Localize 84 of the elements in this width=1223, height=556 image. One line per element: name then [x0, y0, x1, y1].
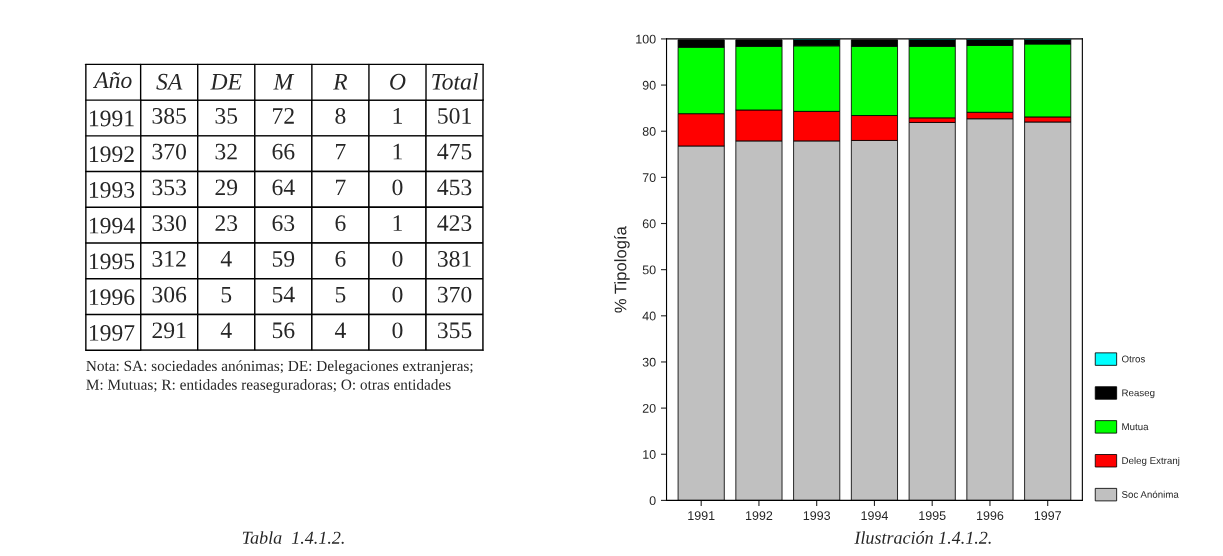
legend-label: Soc Anónima — [1121, 490, 1179, 498]
data-label: 7 — [336, 179, 346, 196]
data-label: 5 — [335, 286, 346, 303]
data-label: 501 — [438, 107, 471, 124]
data-label: 453 — [437, 179, 472, 196]
data-label: 4 — [220, 322, 232, 339]
text: Nota: SA: sociedades anónimas; DE: Delegaciones extranjeras; — [86, 360, 473, 375]
x-tick-label: SA — [156, 73, 183, 90]
data-label: 1 — [393, 215, 402, 231]
y-tick-label: 1992 — [89, 146, 134, 163]
y-tick-label: 0 — [649, 496, 656, 506]
data-label: 0 — [392, 322, 403, 339]
data-label: 370 — [152, 143, 186, 160]
data-label: 291 — [152, 322, 186, 339]
data-label: 23 — [215, 215, 238, 232]
data-label: 312 — [152, 250, 186, 267]
data-label: 72 — [273, 107, 294, 124]
data-label: 63 — [272, 215, 295, 232]
legend-label: Mutua — [1122, 423, 1149, 431]
x-tick-label: DE — [210, 74, 242, 90]
data-label: 32 — [215, 143, 237, 160]
data-label: 330 — [152, 215, 186, 232]
data-label: 1 — [393, 108, 402, 124]
y-tick-label: 1997 — [89, 324, 135, 341]
y-tick-label: 100 — [636, 34, 656, 44]
y-tick-label: 1996 — [89, 289, 135, 306]
x-tick-label: 1992 — [745, 511, 773, 520]
data-label: 385 — [152, 107, 186, 124]
y-tick-label: 80 — [642, 127, 656, 136]
data-label: 0 — [392, 286, 403, 303]
data-label: 66 — [272, 143, 295, 160]
legend-label: Deleg Extranj — [1122, 456, 1180, 466]
y-tick-label: 1993 — [89, 181, 135, 198]
y-tick-label: 1995 — [89, 253, 135, 270]
y-tick-label: 20 — [642, 403, 656, 413]
data-label: 355 — [437, 322, 472, 339]
y-tick-label: 10 — [643, 450, 656, 459]
y-tick-label: 50 — [642, 265, 656, 275]
data-label: 7 — [336, 143, 346, 160]
y-tick-label: 60 — [642, 219, 656, 229]
legend-label: Reaseg — [1122, 389, 1155, 399]
data-label: 4 — [334, 322, 346, 339]
legend-label: Otros — [1121, 355, 1145, 363]
data-label: 423 — [437, 215, 472, 232]
y-tick-label: 1991 — [89, 110, 134, 127]
data-label: 54 — [272, 286, 295, 303]
data-label: 56 — [272, 322, 295, 339]
data-label: 370 — [437, 286, 472, 303]
data-label: 64 — [272, 179, 295, 196]
data-label: 8 — [335, 107, 346, 124]
data-label: 6 — [335, 250, 346, 267]
x-tick-label: 1993 — [803, 511, 831, 520]
data-label: 353 — [152, 179, 186, 196]
data-label: 0 — [392, 179, 403, 196]
y-axis-title: Año — [92, 71, 132, 89]
y-axis-title: % Tipología — [613, 226, 630, 313]
data-label: 6 — [335, 215, 346, 232]
data-label: 29 — [215, 179, 238, 196]
data-label: 306 — [152, 286, 187, 303]
x-tick-label: Total — [432, 73, 478, 90]
data-label: 0 — [392, 250, 403, 267]
data-label: 1 — [393, 143, 402, 160]
x-tick-label: 1991 — [688, 511, 715, 520]
data-label: 5 — [221, 286, 232, 303]
data-label: 381 — [437, 250, 471, 267]
data-label: 4 — [220, 251, 232, 267]
x-tick-label: 1994 — [861, 511, 888, 520]
y-tick-label: 90 — [642, 80, 656, 90]
y-tick-label: 40 — [642, 311, 656, 321]
text: Tabla 1.4.1.2. — [242, 531, 344, 544]
y-tick-label: 70 — [642, 173, 656, 183]
text: M: Mutuas; R: entidades reaseguradoras; O: otras entidades — [86, 379, 451, 393]
x-tick-label: R — [333, 74, 348, 90]
data-label: 35 — [215, 107, 238, 124]
x-tick-label: 1997 — [1034, 511, 1061, 520]
x-tick-label: 1996 — [977, 511, 1004, 520]
x-tick-label: O — [390, 73, 406, 90]
data-label: 59 — [272, 250, 295, 267]
y-tick-label: 1994 — [89, 217, 135, 234]
x-tick-label: 1995 — [919, 511, 946, 520]
x-tick-label: M — [273, 74, 295, 90]
y-tick-label: 30 — [642, 357, 656, 367]
data-label: 475 — [437, 143, 472, 160]
text: Ilustración 1.4.1.2. — [854, 531, 991, 544]
